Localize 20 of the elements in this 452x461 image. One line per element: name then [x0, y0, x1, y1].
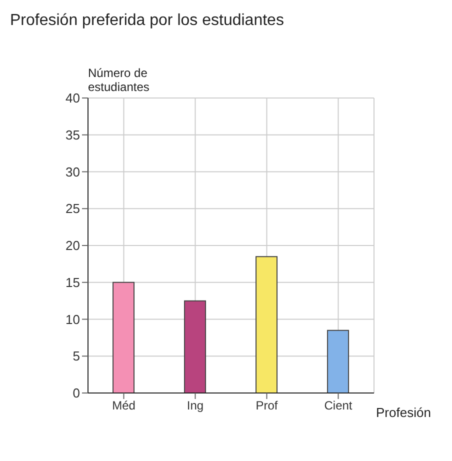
bar — [256, 256, 278, 393]
y-tick-label: 5 — [72, 348, 80, 364]
bar — [112, 282, 135, 393]
x-axis-title: Profesión — [376, 405, 431, 420]
x-tick-label: Prof — [256, 398, 278, 413]
y-tick-label: 30 — [66, 164, 80, 180]
bar — [184, 300, 206, 393]
y-tick-label: 10 — [66, 312, 80, 327]
y-tick-label: 40 — [66, 90, 80, 106]
x-tick-label: Méd — [112, 398, 136, 413]
y-tick-label: 0 — [72, 386, 80, 401]
y-tick-label: 15 — [66, 274, 80, 290]
bar — [327, 330, 350, 393]
y-tick-label: 20 — [66, 238, 80, 254]
y-axis-title: Número de estudiantes — [88, 66, 150, 94]
x-tick-label: Ing — [186, 398, 204, 413]
chart-title: Profesión preferida por los estudiantes — [10, 12, 284, 30]
y-tick-label: 25 — [66, 201, 80, 216]
y-tick-label: 35 — [66, 127, 80, 142]
x-tick-label: Cient — [324, 398, 353, 413]
